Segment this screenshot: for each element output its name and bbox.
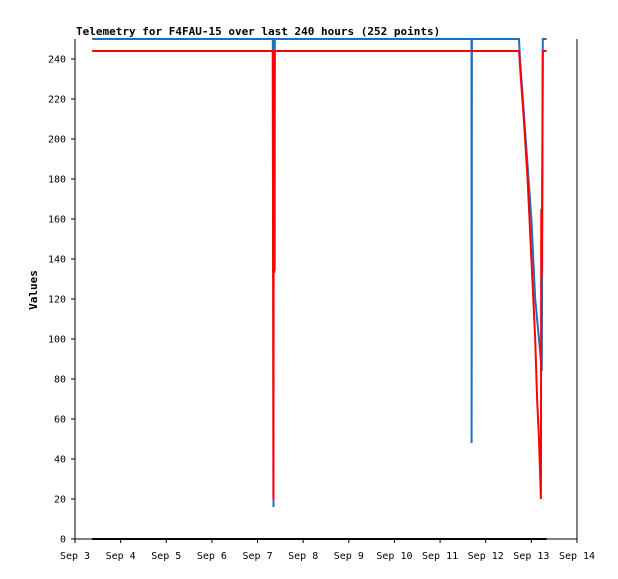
x-tick-label: Sep 8 <box>288 551 318 562</box>
series-layer <box>92 38 547 540</box>
x-tick-label: Sep 4 <box>106 551 136 562</box>
y-axis-label: Values <box>27 270 40 310</box>
series-line-2 <box>92 50 547 500</box>
chart-title: Telemetry for F4FAU-15 over last 240 hou… <box>76 25 440 38</box>
y-tick-label: 60 <box>54 415 66 426</box>
x-tick-label: Sep 9 <box>334 551 364 562</box>
x-tick-label: Sep 11 <box>422 551 458 562</box>
y-tick-label: 140 <box>48 255 66 266</box>
y-tick-label: 40 <box>54 455 66 466</box>
x-tick-label: Sep 3 <box>60 551 90 562</box>
y-tick-label: 160 <box>48 215 66 226</box>
x-tick-label: Sep 7 <box>242 551 272 562</box>
x-tick-label: Sep 5 <box>151 551 181 562</box>
y-tick-label: 0 <box>60 535 66 546</box>
x-tick-label: Sep 13 <box>513 551 549 562</box>
x-tick-label: Sep 10 <box>376 551 412 562</box>
axes <box>74 39 578 540</box>
y-tick-label: 20 <box>54 495 66 506</box>
ticks: 0 20 40 60 80 100 120 140 160 180 200 220 240 Sep 3 Se… <box>48 55 595 563</box>
y-tick-label: 240 <box>48 55 66 66</box>
x-tick-label: Sep 12 <box>468 551 504 562</box>
y-tick-label: 120 <box>48 295 66 306</box>
y-tick-label: 220 <box>48 95 66 106</box>
x-tick-label: Sep 6 <box>197 551 227 562</box>
y-tick-label: 100 <box>48 335 66 346</box>
y-tick-label: 200 <box>48 135 66 146</box>
series-line-1 <box>92 38 547 508</box>
y-tick-label: 80 <box>54 375 66 386</box>
y-tick-label: 180 <box>48 175 66 186</box>
x-tick-label: Sep 14 <box>559 551 595 562</box>
